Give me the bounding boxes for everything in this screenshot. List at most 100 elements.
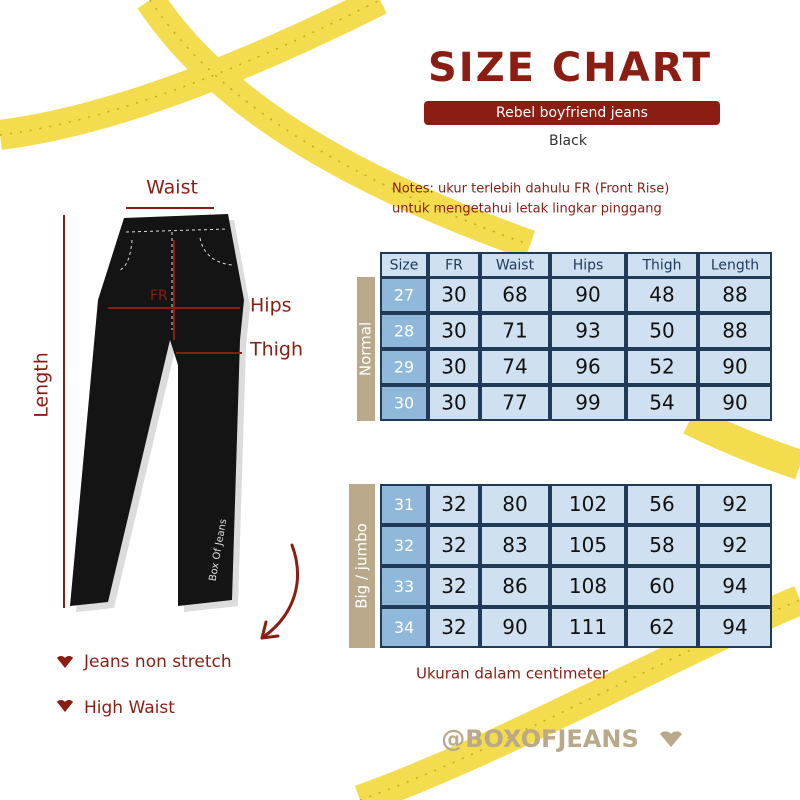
size-text: 29 xyxy=(394,358,414,377)
cell xyxy=(552,609,624,646)
cell xyxy=(382,527,426,564)
cell xyxy=(382,315,426,347)
cell xyxy=(482,486,548,523)
cell-text: 94 xyxy=(722,574,747,598)
cell xyxy=(700,486,770,523)
size-text: 33 xyxy=(394,577,414,596)
header-text: Waist xyxy=(496,258,535,274)
cell xyxy=(482,279,548,311)
cell-text: 74 xyxy=(502,355,527,379)
cell xyxy=(700,351,770,383)
cell-text: 99 xyxy=(575,391,600,415)
cell xyxy=(482,609,548,646)
cell xyxy=(382,279,426,311)
arrow xyxy=(260,543,300,640)
size-text: 27 xyxy=(394,286,414,305)
thigh-label: Thigh xyxy=(249,339,303,361)
cell-text: 32 xyxy=(441,574,466,598)
cell xyxy=(700,527,770,564)
cell xyxy=(430,527,478,564)
cell xyxy=(628,279,696,311)
header-text: Length xyxy=(711,258,759,274)
group-tag xyxy=(357,277,375,421)
cell-text: 83 xyxy=(502,533,527,557)
cell-text: 52 xyxy=(649,355,674,379)
cell xyxy=(430,351,478,383)
cell xyxy=(430,387,478,419)
cell-text: 77 xyxy=(502,391,527,415)
cell xyxy=(430,315,478,347)
header-text: Hips xyxy=(573,258,604,274)
cell-text: 92 xyxy=(722,533,747,557)
cell xyxy=(430,486,478,523)
cell-text: 96 xyxy=(575,355,600,379)
heart xyxy=(660,731,682,747)
note-line: untuk mengetahui letak lingkar pinggang xyxy=(392,202,662,217)
subtitle: Rebel boyfriend jeans xyxy=(496,105,648,121)
cell-text: 60 xyxy=(649,574,674,598)
size-text: 28 xyxy=(394,322,414,341)
cell xyxy=(628,568,696,605)
cell-text: 86 xyxy=(502,574,527,598)
group-label: Big / jumbo xyxy=(353,523,371,609)
fr-label: FR xyxy=(150,288,168,304)
feature: Jeans non stretch xyxy=(83,652,232,672)
size-text: 34 xyxy=(394,618,414,637)
length-label: Length xyxy=(31,352,53,418)
header-cell xyxy=(700,254,770,276)
cell xyxy=(482,568,548,605)
cell xyxy=(552,351,624,383)
header-cell xyxy=(482,254,548,276)
cell xyxy=(628,351,696,383)
subtitle-band xyxy=(424,101,720,125)
header-cell xyxy=(552,254,624,276)
color-label: Black xyxy=(549,133,588,149)
cell-text: 94 xyxy=(722,615,747,639)
header-text: Size xyxy=(390,258,419,274)
cell-text: 32 xyxy=(441,615,466,639)
jeans-stitching xyxy=(119,228,233,330)
cell xyxy=(382,387,426,419)
header-cell xyxy=(382,254,426,276)
heart-bullet xyxy=(57,656,73,668)
cell xyxy=(382,568,426,605)
cell xyxy=(628,609,696,646)
cell-text: 92 xyxy=(722,492,747,516)
unit-note: Ukuran dalam centimeter xyxy=(416,665,609,683)
cell-text: 80 xyxy=(502,492,527,516)
cell-text: 30 xyxy=(441,355,466,379)
cell xyxy=(700,315,770,347)
size-text: 31 xyxy=(394,495,414,514)
cell xyxy=(430,279,478,311)
size-tables: Normal Size FR Waist Hips Thigh Length 27 30 68 90… xyxy=(349,252,772,648)
cell-text: 30 xyxy=(441,283,466,307)
hips-label: Hips xyxy=(250,295,292,317)
cell-text: 56 xyxy=(649,492,674,516)
size-text: 32 xyxy=(394,536,414,555)
title: SIZE CHART xyxy=(428,45,712,91)
cell xyxy=(430,609,478,646)
cell xyxy=(552,527,624,564)
cell-text: 90 xyxy=(575,283,600,307)
header-cell xyxy=(430,254,478,276)
cell-text: 90 xyxy=(722,355,747,379)
cell xyxy=(552,315,624,347)
cell xyxy=(700,609,770,646)
cell xyxy=(628,315,696,347)
cell xyxy=(552,486,624,523)
cell-text: 88 xyxy=(722,319,747,343)
header-text: Thigh xyxy=(641,258,681,274)
heart-bullet xyxy=(57,700,73,712)
cell-text: 90 xyxy=(502,615,527,639)
cell-text: 88 xyxy=(722,283,747,307)
size-text: 30 xyxy=(394,394,414,413)
cell xyxy=(700,279,770,311)
feature: High Waist xyxy=(84,698,175,718)
cell-text: 62 xyxy=(649,615,674,639)
cell-text: 102 xyxy=(569,492,607,516)
cell-text: 71 xyxy=(502,319,527,343)
jeans xyxy=(70,214,244,606)
cell-text: 108 xyxy=(569,574,607,598)
